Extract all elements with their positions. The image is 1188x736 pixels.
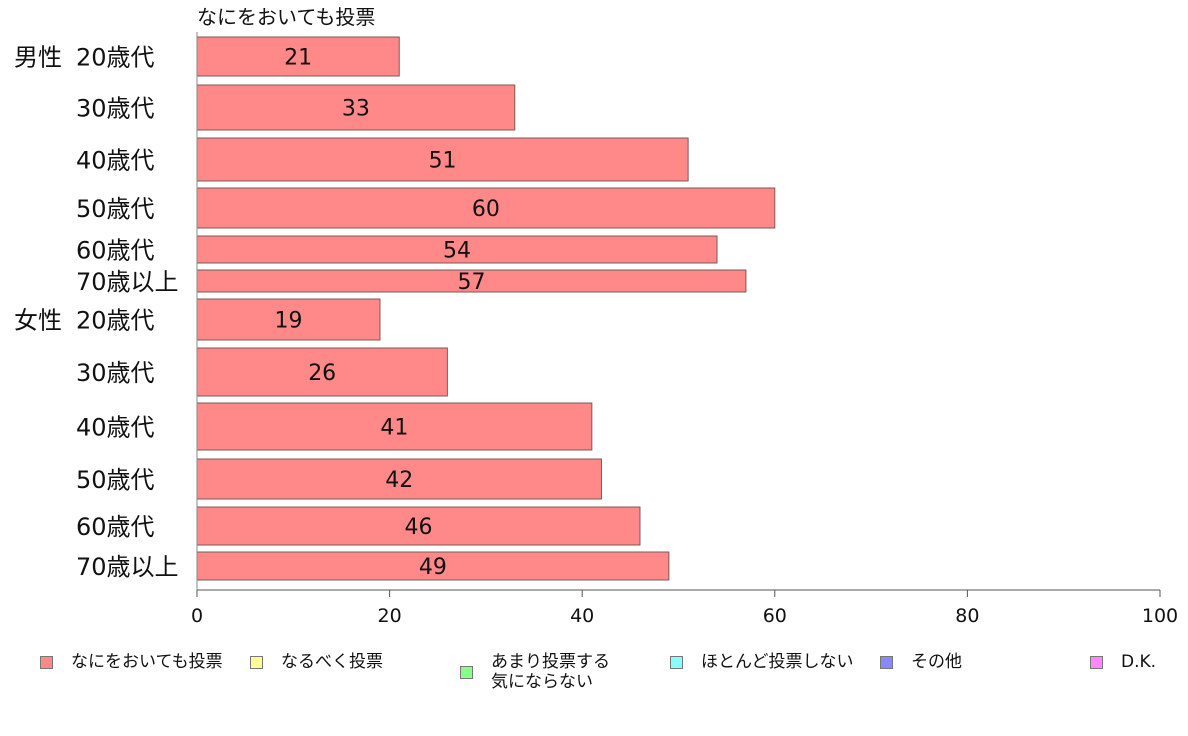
- legend-swatch: [1090, 655, 1103, 669]
- bar-value-label: 41: [380, 416, 408, 441]
- bar-value-label: 19: [274, 309, 302, 334]
- category-label: 30歳代: [76, 359, 155, 387]
- bar-value-label: 46: [404, 515, 432, 540]
- bar: [196, 347, 448, 397]
- x-tick-label: 100: [1142, 605, 1178, 627]
- category-label: 50歳代: [76, 466, 155, 494]
- bar: [196, 84, 516, 131]
- category-label: 70歳以上: [76, 553, 179, 581]
- bar: [196, 506, 641, 546]
- category-label: 20歳代: [76, 307, 155, 335]
- legend-label: ほとんど投票しない: [701, 652, 854, 672]
- category-label: 30歳代: [76, 95, 155, 123]
- bar-value-label: 54: [443, 239, 471, 264]
- bar: [196, 298, 381, 341]
- bar: [196, 36, 400, 77]
- bar: [196, 137, 689, 182]
- bar-value-label: 33: [342, 97, 370, 122]
- bar-value-label: 42: [385, 468, 413, 493]
- legend-item: なにをおいても投票: [40, 652, 223, 672]
- legend-item: その他: [880, 652, 962, 672]
- legend-label: あまり投票する 気にならない: [491, 652, 610, 692]
- category-label: 50歳代: [76, 195, 155, 223]
- legend-item: D.K.: [1090, 652, 1156, 672]
- legend-item: ほとんど投票しない: [670, 652, 854, 672]
- x-tick-label: 60: [763, 605, 787, 627]
- category-label: 40歳代: [76, 147, 155, 175]
- legend-swatch: [250, 655, 263, 669]
- bar-value-label: 21: [284, 46, 312, 71]
- x-tick-label: 80: [955, 605, 979, 627]
- bar-value-label: 26: [308, 361, 336, 386]
- category-label: 70歳以上: [76, 268, 179, 296]
- bar: [196, 235, 718, 264]
- x-tick-label: 40: [570, 605, 594, 627]
- legend-label: なるべく投票: [281, 652, 383, 672]
- bar-value-label: 57: [457, 270, 485, 295]
- x-tick-label: 20: [378, 605, 402, 627]
- bar: [196, 187, 776, 229]
- legend-swatch: [460, 665, 473, 679]
- legend-label: その他: [911, 652, 962, 672]
- legend-swatch: [670, 655, 683, 669]
- category-label: 60歳代: [76, 513, 155, 541]
- legend-swatch: [880, 655, 893, 669]
- x-tick-label: 0: [191, 605, 203, 627]
- bar-value-label: 60: [472, 197, 500, 222]
- category-label: 60歳代: [76, 237, 155, 265]
- bar-value-label: 49: [419, 555, 447, 580]
- bars-layer: 2120歳代男性3330歳代5140歳代6050歳代5460歳代5770歳以上1…: [14, 36, 776, 581]
- legend: なにをおいても投票 なるべく投票 あまり投票する 気にならない ほとんど投票しない その…: [0, 640, 1188, 700]
- legend-label: D.K.: [1121, 652, 1157, 672]
- chart-title: なにをおいても投票: [197, 5, 375, 29]
- legend-label: なにをおいても投票: [71, 652, 223, 672]
- bar: [196, 551, 670, 581]
- category-label: 40歳代: [76, 414, 155, 442]
- legend-swatch: [40, 655, 53, 669]
- group-label: 男性: [14, 44, 62, 72]
- group-label: 女性: [14, 307, 62, 335]
- x-axis: 0 20 40 60 80 100: [191, 32, 1178, 627]
- bar-chart: なにをおいても投票 2120歳代男性3330歳代5140歳代6050歳代5460…: [14, 5, 1178, 627]
- legend-item: あまり投票する 気にならない: [460, 652, 610, 692]
- bar-value-label: 51: [429, 149, 457, 174]
- legend-item: なるべく投票: [250, 652, 383, 672]
- category-label: 20歳代: [76, 44, 155, 72]
